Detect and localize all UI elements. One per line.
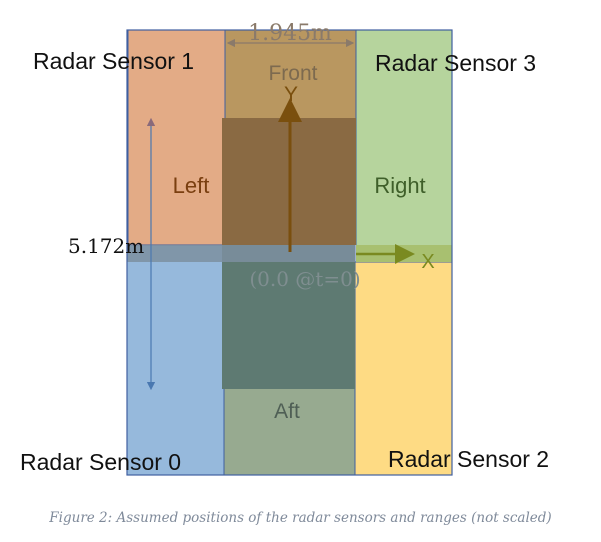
aft-zone [224, 389, 355, 475]
length-dimension-label: 5.172m [68, 234, 144, 258]
y-axis-label: Y [284, 83, 298, 106]
front-label: Front [268, 62, 317, 85]
vehicle-overlap-strip [127, 245, 355, 262]
figure-caption: Figure 2: Assumed positions of the radar… [49, 510, 552, 526]
left-label: Left [173, 173, 210, 198]
vehicle-lower [222, 245, 355, 389]
right-label: Right [374, 173, 425, 198]
sensor-0-label: Radar Sensor 0 [20, 449, 181, 475]
x-axis-label: X [421, 251, 434, 273]
radar-layout-diagram: Radar Sensor 1 Radar Sensor 3 Radar Sens… [20, 21, 549, 476]
sensor-1-label: Radar Sensor 1 [33, 48, 194, 74]
outer-frame [126, 29, 453, 476]
sensor-3-label: Radar Sensor 3 [375, 50, 536, 76]
origin-label: (0.0 @t=0) [249, 267, 360, 291]
sensor-0-zone [126, 244, 225, 476]
sensor-2-zone [354, 261, 453, 476]
width-dimension-label: 1.945m [248, 21, 332, 46]
sensor-1-zone [127, 29, 226, 263]
aft-label: Aft [274, 400, 300, 423]
sensor-2-label: Radar Sensor 2 [388, 446, 549, 472]
